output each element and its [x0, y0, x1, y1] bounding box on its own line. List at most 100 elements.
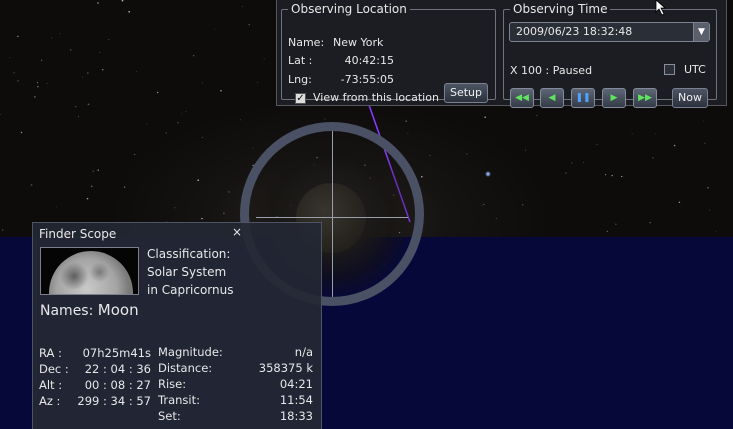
star — [128, 10, 131, 13]
star — [92, 170, 95, 173]
setup-button[interactable]: Setup — [444, 83, 488, 103]
observing-time-group: Observing Time 2009/06/23 18:32:48 ▼ X 1… — [503, 2, 717, 108]
star — [70, 49, 72, 51]
star — [97, 2, 99, 4]
name-value: New York — [333, 36, 384, 49]
star — [59, 33, 61, 35]
star — [87, 72, 89, 74]
star — [709, 209, 711, 211]
star — [611, 174, 613, 177]
star — [97, 169, 99, 171]
star — [181, 113, 183, 114]
dec-label: Dec : — [39, 362, 69, 376]
star — [82, 76, 83, 78]
star — [583, 162, 584, 164]
star — [228, 191, 230, 193]
view-from-location-label: View from this location — [313, 91, 439, 104]
star — [2, 229, 4, 231]
star — [86, 197, 89, 200]
pause-icon[interactable]: ❚❚ — [571, 88, 595, 108]
star — [565, 172, 567, 174]
crosshair-vertical — [332, 131, 333, 297]
lng-label: Lng: — [288, 73, 312, 86]
rewind-fast-icon[interactable]: ◀◀ — [510, 88, 534, 108]
star — [192, 54, 195, 57]
star — [248, 23, 250, 26]
star — [165, 132, 167, 134]
star — [420, 175, 423, 178]
classification-text: Classification: Solar System in Capricor… — [147, 245, 234, 299]
star — [36, 82, 38, 84]
moon-thumbnail — [40, 247, 139, 295]
star — [13, 72, 15, 74]
dec-value: 22 : 04 : 36 — [84, 362, 151, 376]
view-from-location-checkbox[interactable]: ✓ — [295, 93, 306, 104]
star — [604, 173, 607, 176]
star — [241, 6, 243, 7]
speed-status: X 100 : Paused — [510, 64, 593, 77]
star — [596, 143, 598, 146]
star — [177, 122, 179, 124]
star — [484, 116, 487, 119]
star — [405, 120, 407, 122]
lng-value: -73:55:05 — [340, 73, 394, 86]
star — [615, 223, 617, 225]
star — [252, 147, 254, 149]
star — [30, 184, 33, 186]
star — [214, 28, 216, 30]
star — [20, 131, 23, 134]
star — [702, 120, 704, 122]
star — [74, 105, 77, 108]
finder-scope-panel: Finder Scope × Classification: Solar Sys… — [32, 222, 322, 429]
star — [536, 115, 538, 117]
magnitude-label: Magnitude: — [158, 345, 223, 359]
observing-time-title: Observing Time — [513, 2, 608, 16]
star — [655, 133, 656, 134]
star — [17, 80, 19, 82]
star — [678, 201, 681, 203]
star — [522, 204, 524, 206]
magnitude-value: n/a — [294, 345, 313, 359]
star — [525, 149, 526, 151]
lat-value: 40:42:15 — [344, 54, 394, 67]
ra-label: RA : — [39, 346, 62, 360]
star — [324, 118, 326, 120]
fast-forward-icon[interactable]: ▶▶ — [633, 88, 657, 108]
star — [77, 116, 80, 118]
star — [631, 133, 633, 135]
now-button[interactable]: Now — [672, 88, 708, 108]
distance-label: Distance: — [158, 361, 213, 375]
names-value: Moon — [97, 301, 139, 319]
star — [704, 142, 706, 144]
transit-label: Transit: — [158, 393, 200, 407]
close-icon[interactable]: × — [232, 225, 243, 239]
star — [99, 52, 101, 54]
az-label: Az : — [39, 394, 61, 408]
observing-location-group: Observing Location Name: New York Lat : … — [281, 2, 496, 104]
star — [174, 207, 176, 209]
star — [429, 154, 431, 156]
classification-line: Classification: — [147, 247, 231, 261]
star — [466, 153, 468, 155]
star — [102, 69, 104, 71]
star — [239, 119, 241, 121]
rewind-icon[interactable]: ◀ — [540, 88, 564, 108]
utc-checkbox[interactable] — [664, 64, 675, 75]
star — [56, 206, 57, 208]
star — [134, 154, 136, 155]
datetime-value: 2009/06/23 18:32:48 — [516, 25, 633, 38]
dropdown-arrow-icon[interactable]: ▼ — [693, 23, 709, 41]
star — [649, 222, 651, 224]
star — [90, 185, 93, 188]
play-icon[interactable]: ▶ — [602, 88, 626, 108]
rise-value: 04:21 — [279, 377, 313, 391]
star — [197, 179, 200, 182]
star — [220, 89, 222, 92]
observing-panel: Observing Location Name: New York Lat : … — [276, 0, 727, 108]
star — [156, 91, 159, 94]
star — [34, 96, 36, 98]
datetime-picker[interactable]: 2009/06/23 18:32:48 ▼ — [509, 22, 710, 42]
alt-label: Alt : — [39, 378, 63, 392]
ra-value: 07h25m41s — [82, 346, 151, 360]
star — [121, 0, 124, 2]
